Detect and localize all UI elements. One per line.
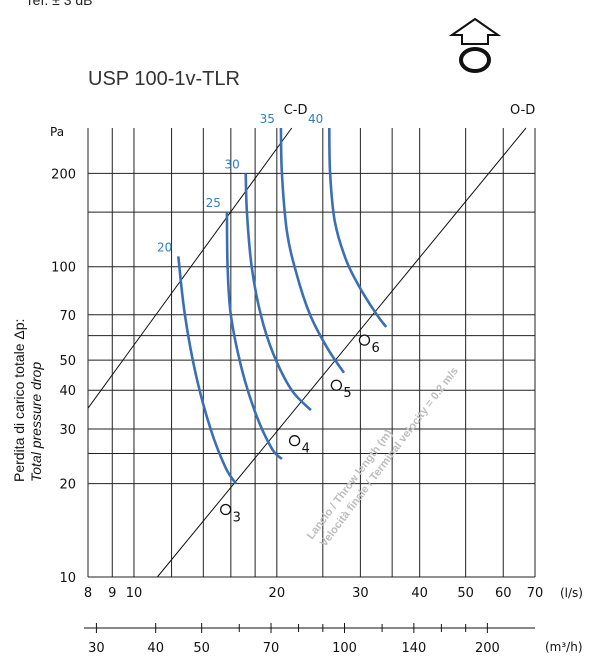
m3h-tick-label: 50 bbox=[193, 641, 210, 656]
x-tick-label: 40 bbox=[411, 586, 428, 601]
measure-point-label: 3 bbox=[233, 511, 241, 526]
throw-curve bbox=[279, 127, 346, 374]
y-tick-label: 100 bbox=[51, 261, 76, 276]
y-tick-label: 200 bbox=[51, 167, 76, 182]
y-tick-label: 40 bbox=[59, 384, 76, 399]
y-axis-title-italic: Total pressure drop bbox=[28, 362, 44, 482]
x2-unit-label: (m³/h) bbox=[545, 640, 583, 654]
throw-length-text: Lancio / Throw length (m) bbox=[305, 427, 395, 541]
terminal-velocity-text: Velocità finale / Terminal velocity = 0.… bbox=[318, 365, 461, 549]
m3h-axis: 30 40 50 70 100 140 200 bbox=[84, 623, 535, 656]
measure-points: 3 4 5 6 bbox=[219, 334, 380, 526]
throw-curve-label: 25 bbox=[206, 196, 221, 210]
m3h-tick-label: 200 bbox=[475, 641, 500, 656]
throw-curve-label: 20 bbox=[157, 240, 172, 254]
outlet-arrow-icon bbox=[448, 17, 502, 45]
x-unit-label: (l/s) bbox=[560, 586, 583, 600]
measure-point bbox=[288, 435, 301, 447]
x-tick-label: 10 bbox=[126, 586, 143, 601]
diag-line-label: C-D bbox=[284, 103, 308, 118]
m3h-tick-label: 100 bbox=[332, 641, 357, 656]
y-axis-title: Perdita di carico totale Δp: Total press… bbox=[11, 319, 44, 482]
throw-curve bbox=[225, 212, 283, 460]
chart-grid bbox=[87, 128, 536, 578]
throw-curve bbox=[177, 256, 237, 485]
m3h-tick-label: 30 bbox=[88, 641, 105, 656]
y-tick-label: 10 bbox=[59, 571, 76, 586]
top-note: ref. ± 3 dB bbox=[28, 0, 93, 8]
throw-curve-label: 35 bbox=[260, 112, 275, 126]
throw-curve bbox=[328, 127, 388, 328]
x-tick-label: 8 bbox=[84, 586, 92, 601]
throw-curve-label: 30 bbox=[224, 157, 239, 171]
x-tick-label: 70 bbox=[527, 586, 544, 601]
chart-title: USP 100-1v-TLR bbox=[88, 68, 240, 90]
y-tick-labels: 10 20 30 40 50 70 100 200 bbox=[51, 167, 76, 586]
throw-curve bbox=[244, 173, 312, 412]
y-tick-label: 50 bbox=[59, 354, 76, 369]
measure-point-label: 6 bbox=[371, 341, 379, 356]
throw-curve-label: 40 bbox=[308, 112, 323, 126]
x-tick-label: 9 bbox=[108, 586, 116, 601]
throw-curves: 20 25 30 35 40 bbox=[157, 112, 388, 485]
outlet-symbol bbox=[448, 17, 502, 73]
y-tick-label: 20 bbox=[59, 478, 76, 493]
measure-point-label: 4 bbox=[302, 442, 310, 457]
outlet-ring-icon bbox=[459, 47, 491, 73]
measure-point-label: 5 bbox=[343, 386, 351, 401]
y-unit-label: Pa bbox=[50, 125, 64, 139]
measure-point bbox=[330, 379, 343, 391]
y-tick-label: 30 bbox=[59, 423, 76, 438]
y-axis-title-main: Perdita di carico totale Δp: bbox=[11, 319, 27, 482]
x-tick-labels: 8 9 10 20 30 40 50 60 70 bbox=[84, 586, 543, 601]
measure-point bbox=[358, 334, 371, 346]
m3h-tick-label: 40 bbox=[147, 641, 164, 656]
diag-line-label: O-D bbox=[510, 103, 535, 118]
x-tick-label: 50 bbox=[457, 586, 474, 601]
m3h-tick-label: 70 bbox=[263, 641, 280, 656]
y-tick-label: 70 bbox=[59, 309, 76, 324]
x-tick-label: 60 bbox=[495, 586, 512, 601]
m3h-tick-label: 140 bbox=[401, 641, 426, 656]
diag-line bbox=[156, 127, 527, 578]
measure-point bbox=[219, 503, 232, 516]
diag-line bbox=[87, 127, 293, 409]
x-tick-label: 30 bbox=[352, 586, 369, 601]
diagonal-lines: C-D O-D bbox=[87, 103, 535, 578]
x-tick-label: 20 bbox=[269, 586, 286, 601]
